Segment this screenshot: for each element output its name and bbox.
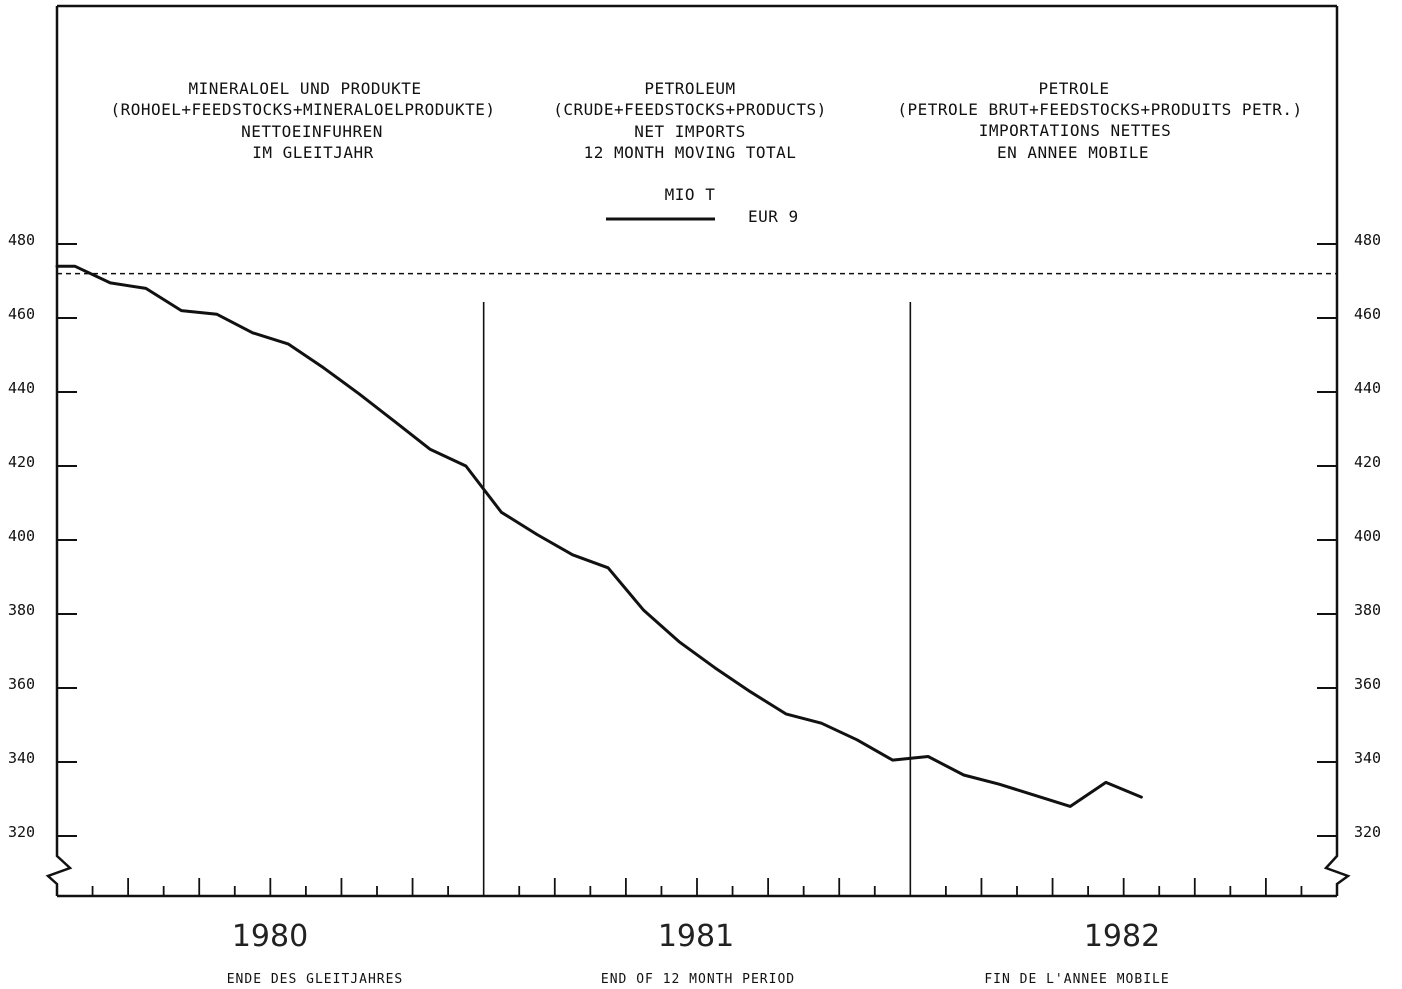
y-tick-label-left: 380 — [8, 601, 35, 619]
series-line-eur9 — [55, 264, 1143, 808]
title-english-line-1: PETROLEUM — [644, 79, 735, 98]
title-block-english: PETROLEUM (CRUDE+FEEDSTOCKS+PRODUCTS) NE… — [553, 79, 827, 162]
y-tick-label-right: 460 — [1354, 305, 1381, 323]
x-axis — [91, 878, 1303, 896]
title-block-french: PETROLE (PETROLE BRUT+FEEDSTOCKS+PRODUIT… — [897, 79, 1302, 162]
title-english-line-2: (CRUDE+FEEDSTOCKS+PRODUCTS) — [553, 100, 827, 119]
y-tick-label-right: 480 — [1354, 231, 1381, 249]
y-tick-label-left: 480 — [8, 231, 35, 249]
title-german-line-1: MINERALOEL UND PRODUKTE — [188, 79, 421, 98]
y-tick-label-left: 320 — [8, 823, 35, 841]
title-german-line-2: (ROHOEL+FEEDSTOCKS+MINERALOELPRODUKTE) — [110, 100, 495, 119]
y-tick-label-right: 380 — [1354, 601, 1381, 619]
y-tick-label-right: 420 — [1354, 453, 1381, 471]
y-axes: 320 320 340 340 360 360 380 380 400 400 420 420 440 4… — [8, 231, 1381, 841]
legend: EUR 9 — [606, 207, 799, 226]
title-french-line-1: PETROLE — [1039, 79, 1110, 98]
unit-label: MIO T — [665, 185, 716, 204]
year-label-1981: 1981 — [658, 919, 734, 954]
title-french-line-2: (PETROLE BRUT+FEEDSTOCKS+PRODUITS PETR.) — [897, 100, 1302, 119]
y-tick-label-left: 440 — [8, 379, 35, 397]
y-tick-label-right: 340 — [1354, 749, 1381, 767]
y-tick-label-right: 320 — [1354, 823, 1381, 841]
y-tick-label-left: 460 — [8, 305, 35, 323]
title-block-german: MINERALOEL UND PRODUKTE (ROHOEL+FEEDSTOC… — [110, 79, 495, 162]
y-tick-label-right: 440 — [1354, 379, 1381, 397]
year-label-1980: 1980 — [232, 919, 308, 954]
y-tick-label-right: 360 — [1354, 675, 1381, 693]
title-french-line-4: EN ANNEE MOBILE — [997, 143, 1149, 162]
year-dividers — [482, 302, 912, 896]
y-tick-label-left: 360 — [8, 675, 35, 693]
title-german-line-4: IM GLEITJAHR — [252, 143, 374, 162]
title-english-line-3: NET IMPORTS — [634, 122, 745, 141]
footer-german: ENDE DES GLEITJAHRES — [227, 972, 404, 987]
y-tick-label-left: 420 — [8, 453, 35, 471]
footer-english: END OF 12 MONTH PERIOD — [601, 972, 795, 987]
legend-label: EUR 9 — [748, 207, 799, 226]
title-german-line-3: NETTOEINFUHREN — [241, 122, 383, 141]
footer-french: FIN DE L'ANNEE MOBILE — [984, 972, 1169, 987]
title-french-line-3: IMPORTATIONS NETTES — [979, 121, 1172, 140]
year-label-1982: 1982 — [1084, 919, 1160, 954]
y-tick-label-left: 340 — [8, 749, 35, 767]
y-tick-label-right: 400 — [1354, 527, 1381, 545]
y-tick-label-left: 400 — [8, 527, 35, 545]
title-english-line-4: 12 MONTH MOVING TOTAL — [584, 143, 797, 162]
